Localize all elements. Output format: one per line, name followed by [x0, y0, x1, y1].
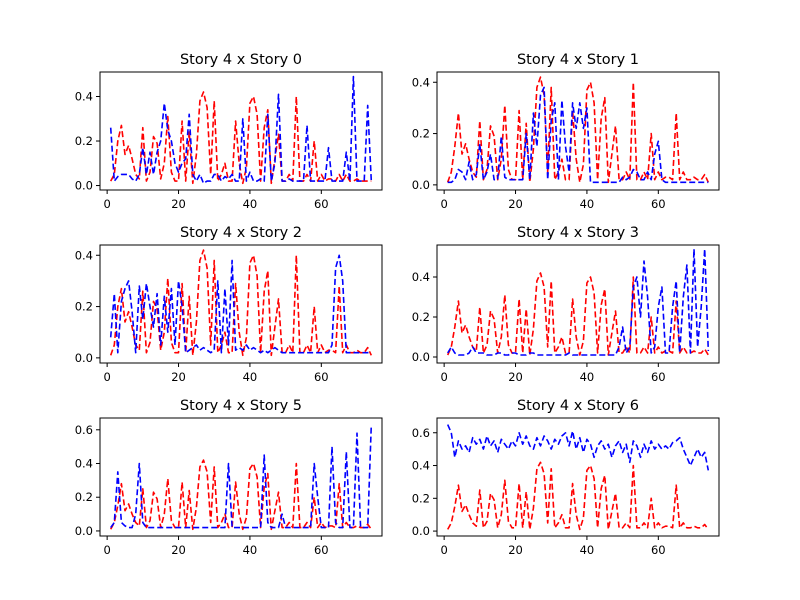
y-tick-label: 0.4: [75, 248, 93, 262]
series-line-red: [446, 272, 709, 356]
y-tick-label: 0.2: [75, 300, 93, 314]
y-tick-label: 0.4: [412, 75, 430, 89]
x-tick-label: 60: [651, 543, 666, 557]
y-tick-label: 0.6: [412, 426, 430, 440]
y-tick-label: 0.6: [75, 423, 93, 437]
y-tick-label: 0.2: [75, 134, 93, 148]
x-tick-label: 20: [508, 370, 523, 384]
series-line-red: [446, 76, 710, 184]
y-tick-label: 0.4: [412, 459, 430, 473]
y-tick-label: 0.0: [75, 351, 93, 365]
series-line-blue: [447, 86, 709, 184]
x-tick-label: 60: [651, 197, 666, 211]
subplot-0: 0 20 40 60 0.0 0.2 0.4 Story 4 x Story 0: [75, 52, 383, 211]
x-tick-label: 60: [314, 370, 329, 384]
subplot-4: 0 20 40 60 0.0 0.2 0.4 0.6 Story 4 x Story 5: [75, 398, 383, 557]
x-tick-label: 40: [243, 543, 258, 557]
x-tick-label: 0: [440, 543, 447, 557]
y-tick-label: 0.2: [412, 127, 430, 141]
subplot-title: Story 4 x Story 5: [180, 398, 302, 414]
x-tick-label: 40: [243, 197, 258, 211]
x-tick-label: 0: [103, 543, 110, 557]
subplot-1: 0 20 40 60 0.0 0.2 0.4 Story 4 x Story 1: [412, 52, 720, 211]
y-tick-label: 0.0: [412, 178, 430, 192]
axes-frame: [436, 244, 720, 364]
axes-frame: [99, 417, 383, 537]
x-tick-label: 20: [171, 543, 186, 557]
subplot-5: 0 20 40 60 0.0 0.2 0.4 0.6 Story 4 x Story 6: [412, 398, 720, 557]
series-line-blue: [447, 248, 710, 356]
series-line-red: [109, 459, 372, 531]
x-tick-label: 60: [314, 197, 329, 211]
x-tick-label: 20: [508, 543, 523, 557]
x-tick-label: 0: [103, 197, 110, 211]
y-tick-label: 0.4: [75, 457, 93, 471]
x-tick-label: 40: [580, 197, 595, 211]
x-tick-label: 0: [103, 370, 110, 384]
axes-frame: [99, 244, 383, 364]
x-tick-label: 40: [580, 370, 595, 384]
x-tick-label: 20: [508, 197, 523, 211]
series-line-red: [447, 461, 709, 531]
y-tick-label: 0.0: [412, 524, 430, 538]
x-tick-label: 0: [440, 197, 447, 211]
y-tick-label: 0.2: [412, 310, 430, 324]
x-tick-label: 0: [440, 370, 447, 384]
axes-frame: [99, 71, 383, 191]
subplot-2: 0 20 40 60 0.0 0.2 0.4 Story 4 x Story 2: [75, 225, 383, 384]
subplot-title: Story 4 x Story 3: [517, 225, 639, 241]
y-tick-label: 0.0: [75, 179, 93, 193]
series-line-blue: [110, 424, 373, 529]
series-line-red: [109, 249, 373, 357]
y-tick-label: 0.0: [412, 350, 430, 364]
x-tick-label: 40: [243, 370, 258, 384]
series-line-red: [109, 91, 372, 185]
axes-frame: [436, 417, 720, 537]
x-tick-label: 20: [171, 370, 186, 384]
series-line-blue: [446, 424, 710, 471]
axes-frame: [436, 71, 720, 191]
x-tick-label: 60: [651, 370, 666, 384]
subplot-title: Story 4 x Story 6: [517, 398, 639, 414]
y-tick-label: 0.2: [75, 490, 93, 504]
subplot-title: Story 4 x Story 2: [180, 225, 302, 241]
subplot-3: 0 20 40 60 0.0 0.2 0.4 Story 4 x Story 3: [412, 225, 720, 384]
series-line-blue: [109, 254, 372, 354]
x-tick-label: 60: [314, 543, 329, 557]
x-tick-label: 40: [580, 543, 595, 557]
y-tick-label: 0.4: [412, 270, 430, 284]
y-tick-label: 0.4: [75, 89, 93, 103]
y-tick-label: 0.2: [412, 491, 430, 505]
subplot-title: Story 4 x Story 0: [180, 52, 302, 68]
series-line-blue: [109, 75, 373, 185]
x-tick-label: 20: [171, 197, 186, 211]
y-tick-label: 0.0: [75, 524, 93, 538]
subplot-title: Story 4 x Story 1: [517, 52, 639, 68]
